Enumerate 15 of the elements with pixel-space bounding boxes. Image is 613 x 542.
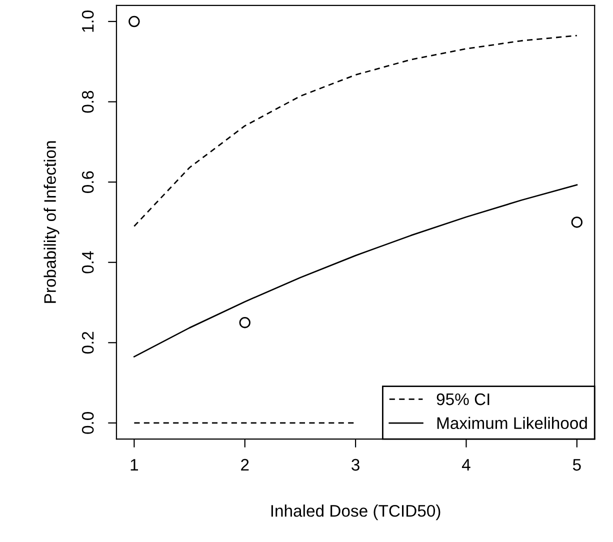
x-tick-label: 5: [572, 459, 581, 471]
legend-label: 95% CI: [436, 393, 490, 406]
y-tick-label: 0.2: [82, 332, 94, 354]
y-tick-label: 0.0: [82, 412, 94, 434]
x-tick-label: 2: [241, 458, 249, 471]
y-axis-title: Probability of Infection: [44, 141, 60, 303]
x-tick-label: 1: [130, 459, 138, 471]
y-tick-label: 0.4: [82, 251, 94, 274]
y-tick-label: 0.8: [82, 90, 94, 113]
y-tick-label: 0.6: [82, 171, 94, 194]
y-tick-label: 1.0: [82, 10, 94, 32]
x-tick-label: 4: [462, 459, 470, 471]
legend-label: Maximum Likelihood: [437, 416, 587, 430]
x-tick-label: 3: [352, 458, 360, 471]
x-axis-title: Inhaled Dose (TCID50): [271, 504, 440, 520]
